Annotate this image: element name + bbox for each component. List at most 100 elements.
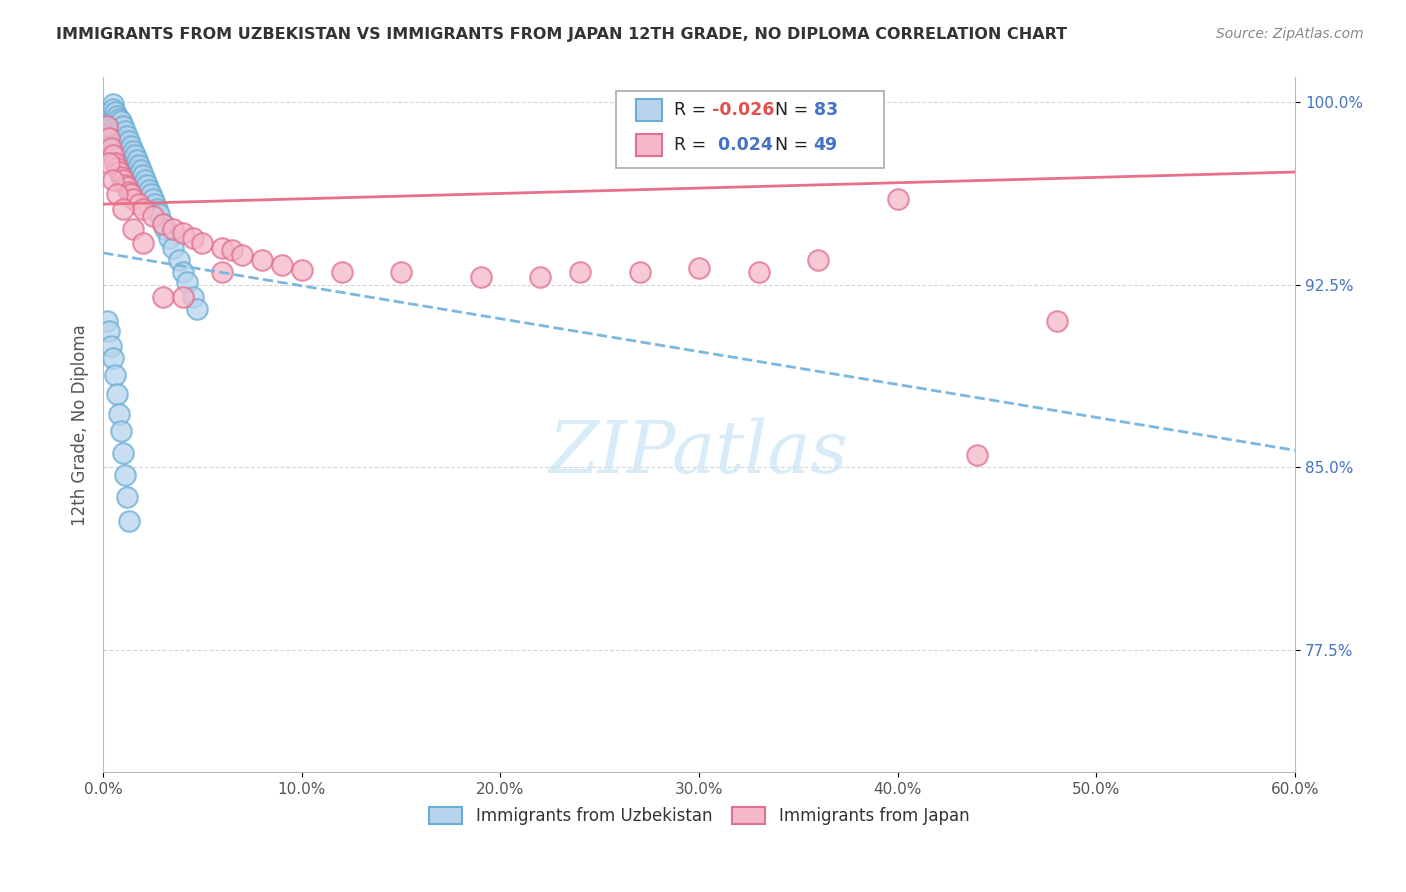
Point — [118, 185, 141, 199]
Point — [143, 197, 166, 211]
Point — [115, 180, 138, 194]
Point — [100, 131, 122, 145]
Point — [108, 136, 131, 151]
Point — [111, 446, 134, 460]
Point — [104, 114, 127, 128]
Y-axis label: 12th Grade, No Diploma: 12th Grade, No Diploma — [72, 324, 89, 525]
Point — [100, 338, 122, 352]
Point — [105, 119, 128, 133]
Point — [470, 270, 492, 285]
Point — [529, 270, 551, 285]
Point — [110, 170, 132, 185]
Point — [221, 244, 243, 258]
Point — [115, 490, 138, 504]
Point — [114, 134, 136, 148]
Point — [138, 183, 160, 197]
Point — [96, 119, 118, 133]
Point — [110, 424, 132, 438]
Point — [114, 178, 136, 192]
Point — [172, 290, 194, 304]
Point — [105, 187, 128, 202]
Point — [162, 241, 184, 255]
Point — [122, 192, 145, 206]
Point — [250, 253, 273, 268]
Point — [105, 387, 128, 401]
Point — [152, 290, 174, 304]
Point — [101, 102, 124, 116]
Point — [628, 265, 651, 279]
Point — [887, 192, 910, 206]
Point — [176, 275, 198, 289]
Point — [101, 136, 124, 151]
Point — [128, 168, 150, 182]
Text: Source: ZipAtlas.com: Source: ZipAtlas.com — [1216, 27, 1364, 41]
Text: R =: R = — [673, 136, 711, 153]
Point — [142, 192, 165, 206]
Text: -0.026: -0.026 — [713, 101, 775, 120]
Text: 49: 49 — [814, 136, 838, 153]
Point — [110, 138, 132, 153]
Point — [688, 260, 710, 275]
Point — [108, 407, 131, 421]
Point — [101, 148, 124, 162]
Point — [128, 197, 150, 211]
Point — [101, 351, 124, 365]
Point — [125, 153, 148, 168]
Point — [111, 119, 134, 133]
Point — [105, 146, 128, 161]
Point — [98, 324, 121, 338]
Point — [111, 202, 134, 216]
Point — [96, 107, 118, 121]
Point — [114, 124, 136, 138]
Point — [111, 144, 134, 158]
FancyBboxPatch shape — [616, 91, 884, 168]
Point — [181, 231, 204, 245]
Point — [966, 448, 988, 462]
Point — [211, 265, 233, 279]
Legend: Immigrants from Uzbekistan, Immigrants from Japan: Immigrants from Uzbekistan, Immigrants f… — [420, 798, 977, 833]
Point — [114, 467, 136, 482]
Point — [162, 221, 184, 235]
Point — [120, 187, 142, 202]
Point — [132, 168, 155, 182]
Point — [142, 210, 165, 224]
Point — [101, 173, 124, 187]
Text: N =: N = — [776, 101, 814, 120]
Point — [172, 265, 194, 279]
Point — [128, 158, 150, 172]
Text: 0.024: 0.024 — [713, 136, 773, 153]
Point — [114, 148, 136, 162]
Point — [115, 128, 138, 143]
Point — [139, 187, 162, 202]
Point — [104, 104, 127, 119]
Point — [100, 119, 122, 133]
Point — [271, 258, 294, 272]
Point — [211, 241, 233, 255]
Point — [100, 141, 122, 155]
Point — [132, 178, 155, 192]
Point — [172, 227, 194, 241]
Point — [111, 128, 134, 143]
Point — [111, 173, 134, 187]
Point — [98, 114, 121, 128]
Point — [118, 144, 141, 158]
Point — [807, 253, 830, 268]
Point — [105, 161, 128, 175]
Point — [748, 265, 770, 279]
Point — [118, 134, 141, 148]
Point — [98, 131, 121, 145]
FancyBboxPatch shape — [636, 99, 662, 121]
Point — [132, 236, 155, 251]
Point — [110, 127, 132, 141]
Point — [100, 104, 122, 119]
Point — [120, 148, 142, 162]
Point — [152, 217, 174, 231]
Point — [148, 207, 170, 221]
Point — [108, 112, 131, 126]
Point — [191, 236, 214, 251]
Point — [115, 153, 138, 168]
Text: ZIPatlas: ZIPatlas — [550, 417, 849, 488]
Point — [146, 202, 169, 216]
Point — [181, 290, 204, 304]
Point — [1046, 314, 1069, 328]
